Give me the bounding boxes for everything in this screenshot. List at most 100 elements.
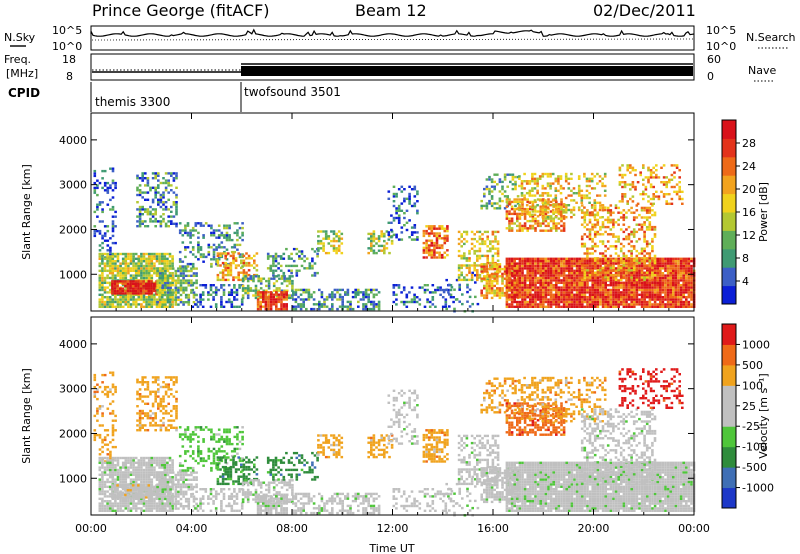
power-colorbar-swatch-7 <box>722 156 736 176</box>
velocity-colorbar-swatch-5 <box>722 385 736 407</box>
power-echo-region-22 <box>505 257 696 308</box>
power-colorbar-swatch-3 <box>722 230 736 250</box>
velocity-ytick-2000: 2000 <box>59 427 87 440</box>
noise-right-label: N.Search <box>746 31 796 44</box>
noise-left-label: N.Sky <box>4 31 36 44</box>
date-title: 02/Dec/2011 <box>593 1 696 20</box>
power-colorbar-swatch-5 <box>722 193 736 213</box>
power-colorbar-tick-0: 4 <box>742 275 749 288</box>
freq-twofsound-band <box>241 66 693 76</box>
beam-title: Beam 12 <box>355 1 427 20</box>
velocity-echo-region-6 <box>191 488 244 512</box>
velocity-echo-region-12 <box>317 434 344 459</box>
velocity-echo-region-13 <box>367 434 394 459</box>
velocity-colorbar-swatch-2 <box>722 446 736 468</box>
x-tick-6: 00:00 <box>678 522 710 535</box>
x-tick-1: 04:00 <box>176 522 208 535</box>
velocity-colorbar-tick-3: 25 <box>742 400 756 413</box>
velocity-colorbar-label: Velocity [m s⁻¹] <box>757 373 770 458</box>
freq-label-top: Freq. <box>4 53 31 66</box>
cpid-label: CPID <box>8 86 40 100</box>
velocity-echo-region-2 <box>111 484 158 499</box>
noise-panel <box>90 25 695 51</box>
power-echo-region-13 <box>367 230 394 255</box>
x-tick-0: 00:00 <box>75 522 107 535</box>
velocity-echo-region-16 <box>422 429 449 463</box>
noise-tick-left-bottom: 10^0 <box>52 40 82 53</box>
power-echo-region-25 <box>618 164 684 205</box>
power-colorbar-tick-6: 28 <box>742 137 756 150</box>
power-colorbar-tick-1: 8 <box>742 252 749 265</box>
velocity-colorbar-tick-4: -25 <box>742 420 760 433</box>
velocity-ytick-4000: 4000 <box>59 338 87 351</box>
velocity-echo-region-21 <box>505 402 566 436</box>
power-echo-region-12 <box>317 230 344 255</box>
power-ylabel: Slant Range [km] <box>20 164 33 260</box>
power-colorbar-swatch-8 <box>722 138 736 158</box>
power-ytick-2000: 2000 <box>59 223 87 236</box>
velocity-colorbar: 1000 500 100 25 -25 -100 -500 -1000 <box>721 323 774 509</box>
power-heatmap <box>93 164 696 313</box>
velocity-colorbar-tick-5: -100 <box>742 441 767 454</box>
power-echo-region-5 <box>178 222 244 268</box>
noise-tick-right-top: 10^5 <box>706 24 736 37</box>
power-ytick-3000: 3000 <box>59 179 87 192</box>
velocity-echo-region-8 <box>241 479 294 504</box>
nave-tick-top: 60 <box>707 53 721 66</box>
velocity-echo-region-14 <box>387 389 419 445</box>
velocity-colorbar-swatch-6 <box>722 364 736 386</box>
velocity-heatmap <box>93 368 696 517</box>
velocity-echo-region-24 <box>580 408 657 486</box>
velocity-colorbar-tick-6: -500 <box>742 461 767 474</box>
freq-tick-top: 18 <box>62 53 76 66</box>
power-colorbar-tick-3: 16 <box>742 206 756 219</box>
power-colorbar: 4 8 12 16 20 24 28 <box>721 119 756 305</box>
freq-tick-bottom: 8 <box>66 70 73 83</box>
velocity-colorbar-swatch-3 <box>722 426 736 448</box>
velocity-colorbar-swatch-8 <box>722 324 736 345</box>
velocity-colorbar-tick-2: 100 <box>742 379 763 392</box>
velocity-ylabel: Slant Range [km] <box>20 368 33 464</box>
velocity-echo-region-0 <box>93 371 117 463</box>
nave-label: Nave <box>748 64 776 77</box>
power-echo-region-2 <box>111 280 158 295</box>
power-colorbar-tick-2: 12 <box>742 229 756 242</box>
power-colorbar-swatch-0 <box>722 285 736 305</box>
velocity-colorbar-tick-1: 500 <box>742 359 763 372</box>
power-colorbar-label: Power [dB] <box>757 182 770 242</box>
power-echo-region-10 <box>266 247 319 277</box>
velocity-colorbar-tick-7: -1000 <box>742 482 774 495</box>
velocity-colorbar-swatch-0 <box>722 487 736 509</box>
cpid-mode-twofsound: twofsound 3501 <box>244 85 341 99</box>
power-echo-region-11 <box>292 288 381 311</box>
velocity-echo-region-7 <box>216 456 259 486</box>
power-echo-region-24 <box>580 204 657 282</box>
velocity-echo-region-3 <box>136 376 178 432</box>
velocity-echo-region-11 <box>292 492 381 515</box>
velocity-colorbar-swatch-1 <box>722 467 736 489</box>
noise-tick-left-top: 10^5 <box>52 24 82 37</box>
velocity-echo-region-10 <box>266 451 319 481</box>
velocity-echo-region-25 <box>618 368 684 409</box>
velocity-colorbar-swatch-7 <box>722 344 736 366</box>
power-ytick-1000: 1000 <box>59 268 87 281</box>
power-echo-region-16 <box>422 225 449 259</box>
x-tick-5: 20:00 <box>578 522 610 535</box>
velocity-echo-region-22 <box>505 461 696 512</box>
freq-label-bottom: [MHz] <box>6 67 38 80</box>
power-echo-region-6 <box>191 284 244 308</box>
velocity-ytick-3000: 3000 <box>59 383 87 396</box>
power-echo-region-20 <box>480 173 520 210</box>
cpid-mode-themis: themis 3300 <box>95 95 170 109</box>
power-ytick-4000: 4000 <box>59 134 87 147</box>
velocity-echo-region-20 <box>480 377 520 414</box>
power-echo-region-3 <box>136 172 178 228</box>
noise-search-trace <box>91 38 694 41</box>
x-tick-2: 08:00 <box>276 522 308 535</box>
freq-panel <box>90 53 695 81</box>
velocity-echo-region-15 <box>392 488 458 512</box>
power-echo-region-0 <box>93 167 117 259</box>
power-colorbar-swatch-9 <box>722 120 736 139</box>
velocity-echo-region-9 <box>256 495 288 515</box>
